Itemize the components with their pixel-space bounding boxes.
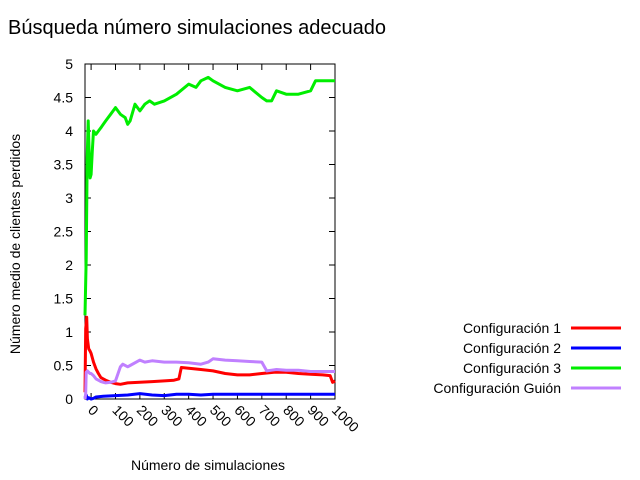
legend-label-3: Configuración 3 (463, 360, 561, 376)
series-line-3 (83, 75, 335, 316)
series-line-2 (83, 392, 335, 401)
y-tick-label: 2 (65, 257, 73, 273)
x-tick-label: 800 (280, 402, 308, 430)
x-tick-label: 1000 (329, 402, 362, 435)
x-tick-label: 700 (256, 402, 284, 430)
series-line-4 (83, 357, 335, 400)
series-line-1 (83, 315, 336, 393)
x-tick-label: 200 (134, 402, 162, 430)
x-tick-label: 0 (85, 402, 102, 419)
legend-label-1: Configuración 1 (463, 320, 561, 336)
legend-label-4: Configuración Guión (433, 380, 561, 396)
y-tick-label: 4.5 (54, 90, 74, 106)
chart-title: Búsqueda número simulaciones adecuado (8, 17, 386, 39)
x-axis-label: Número de simulaciones (131, 457, 285, 473)
y-axis-label: Número medio de clientes perdidos (7, 134, 23, 354)
x-tick-label: 600 (231, 402, 259, 430)
y-tick-label: 3.5 (54, 157, 74, 173)
y-tick-label: 1 (65, 324, 73, 340)
x-tick-label: 900 (304, 402, 332, 430)
y-tick-label: 5 (65, 56, 73, 72)
x-tick-label: 300 (158, 402, 186, 430)
x-tick-label: 500 (207, 402, 235, 430)
legend: Configuración 1 Configuración 2 Configurac… (433, 320, 621, 396)
y-tick-label: 0 (65, 391, 73, 407)
legend-label-2: Configuración 2 (463, 340, 561, 356)
x-tick-label: 100 (109, 402, 137, 430)
y-tick-label: 2.5 (54, 224, 74, 240)
y-tick-label: 1.5 (54, 291, 74, 307)
y-tick-label: 0.5 (54, 358, 74, 374)
y-tick-label: 4 (65, 123, 73, 139)
y-tick-label: 3 (65, 190, 73, 206)
x-tick-label: 400 (183, 402, 211, 430)
series-group (83, 75, 336, 401)
